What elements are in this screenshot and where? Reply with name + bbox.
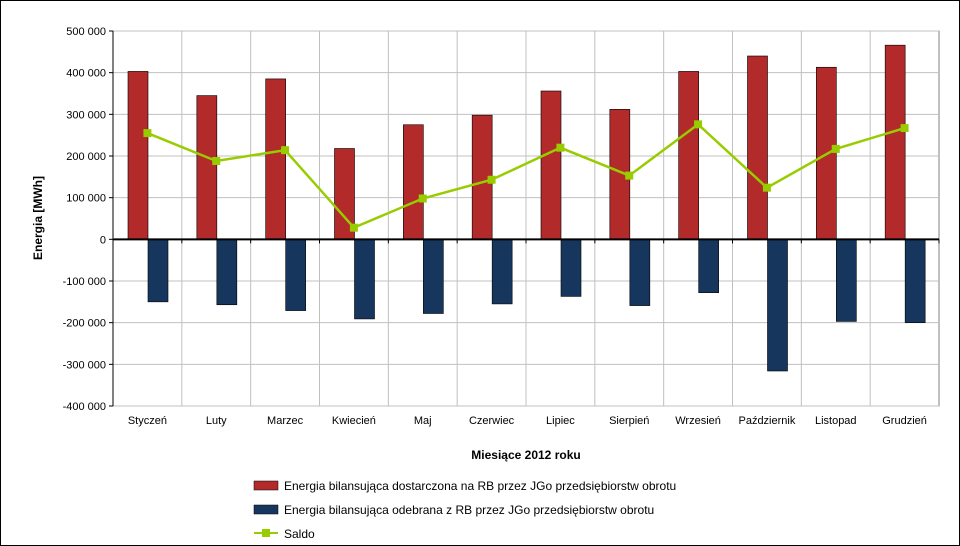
legend-item-received: Energia bilansująca odebrana z RB przez …	[253, 503, 654, 517]
x-tick-label: Grudzień	[882, 415, 927, 427]
legend-swatch-delivered	[253, 480, 279, 491]
bar-delivered	[884, 44, 906, 240]
saldo-point	[143, 129, 152, 138]
saldo-line	[143, 120, 909, 232]
y-tick-label: 500 000	[66, 26, 106, 38]
bar-delivered	[747, 55, 768, 240]
saldo-point	[556, 143, 565, 152]
x-tick-label: Czerwiec	[469, 415, 515, 427]
saldo-point	[281, 146, 290, 155]
saldo-point	[831, 144, 840, 153]
bar-delivered	[540, 90, 562, 240]
legend-label-delivered: Energia bilansująca dostarczona na RB pr…	[284, 479, 676, 493]
x-tick-label: Marzec	[267, 415, 304, 427]
bar-received	[423, 239, 444, 314]
bar-received	[629, 239, 651, 306]
x-tick-label: Listopad	[815, 415, 857, 427]
x-axis-title: Miesiące 2012 roku	[471, 448, 580, 462]
saldo-point	[694, 120, 703, 129]
y-tick-labels: 500 000 400 000 300 000 200 000 100 000 0 -100…	[63, 26, 106, 413]
legend: Energia bilansująca dostarczona na RB pr…	[253, 479, 676, 541]
saldo-point	[625, 171, 634, 180]
bar-delivered	[678, 71, 699, 240]
y-tick-label: 0	[100, 234, 106, 246]
bar-received	[904, 239, 926, 323]
saldo-point	[418, 194, 427, 203]
x-tick-label: Kwiecień	[332, 415, 376, 427]
saldo-point	[349, 223, 358, 232]
grid	[109, 30, 939, 407]
bar-received	[767, 239, 788, 372]
legend-item-delivered: Energia bilansująca dostarczona na RB pr…	[253, 479, 676, 493]
bar-received	[491, 239, 513, 305]
bar-delivered	[127, 71, 149, 240]
x-tick-label: Wrzesień	[675, 415, 721, 427]
y-tick-label: 300 000	[66, 109, 106, 121]
x-tick-label: Sierpień	[609, 415, 649, 427]
axes	[112, 31, 940, 406]
saldo-point	[900, 124, 909, 133]
bar-delivered	[196, 95, 218, 240]
bar-received	[147, 239, 169, 303]
y-tick-label: 200 000	[66, 151, 106, 163]
y-tick-label: -400 000	[63, 401, 106, 413]
x-tick-label: Lipiec	[546, 415, 575, 427]
bar-received	[698, 239, 719, 293]
y-tick-label: -300 000	[63, 359, 106, 371]
bar-received	[836, 239, 857, 322]
saldo-polyline	[146, 122, 905, 230]
legend-swatch-received	[253, 504, 279, 515]
bar-received	[285, 239, 306, 311]
y-tick-label: 400 000	[66, 68, 106, 80]
legend-label-saldo: Saldo	[284, 527, 315, 541]
bars	[127, 44, 926, 372]
y-tick-label: -200 000	[63, 318, 106, 330]
legend-item-saldo: Saldo	[254, 527, 315, 541]
y-axis-title: Energia [MWh]	[31, 176, 45, 260]
bar-delivered	[265, 78, 286, 240]
x-tick-label: Maj	[414, 415, 432, 427]
x-tick-label: Luty	[206, 415, 227, 427]
saldo-point	[212, 157, 221, 165]
bar-received	[354, 239, 375, 320]
legend-marker-saldo	[262, 529, 270, 537]
x-tick-label: Styczeń	[128, 415, 167, 427]
saldo-point	[487, 175, 496, 184]
bar-received	[216, 239, 238, 306]
y-tick-label: 100 000	[66, 193, 106, 205]
x-tick-label: Październik	[738, 415, 795, 427]
bar-received	[560, 239, 582, 297]
x-tick-labels: Styczeń Luty Marzec Kwiecień Maj Czerwiec Lipi…	[128, 415, 927, 427]
bar-delivered	[403, 124, 424, 240]
saldo-point	[762, 183, 771, 192]
legend-label-received: Energia bilansująca odebrana z RB przez …	[284, 503, 654, 517]
y-tick-label: -100 000	[63, 276, 106, 288]
